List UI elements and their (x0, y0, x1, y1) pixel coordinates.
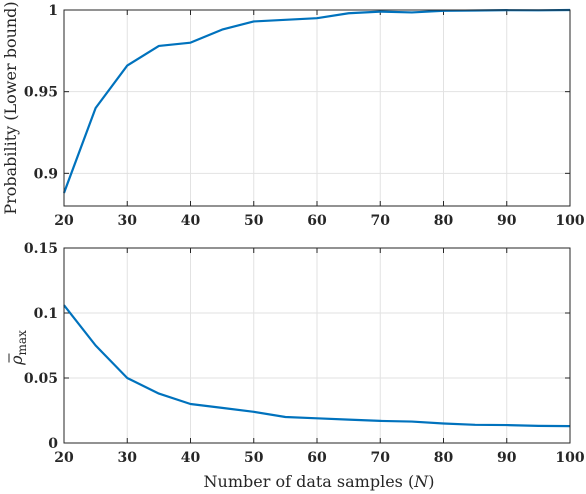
y-tick-label: 0.15 (24, 241, 58, 257)
chart-rho-max-xlabel: Number of data samples (N) (204, 472, 435, 491)
chart-rho-max-ylabel: ρmax (7, 330, 29, 366)
chart-rho-max-tick-labels: 20 30 40 50 60 70 80 90 100 0 0.05 0.1 0.15 (24, 241, 585, 466)
y-tick-label: 0.9 (34, 166, 58, 182)
x-tick-label: 50 (244, 450, 264, 466)
x-tick-label: 60 (307, 213, 327, 229)
chart-probability-ylabel: Probability (Lower bound) (1, 1, 20, 214)
x-tick-label: 80 (434, 450, 454, 466)
xlabel-part-n: N (413, 472, 429, 491)
y-tick-label: 0.1 (34, 306, 58, 322)
y-tick-label: 1 (48, 3, 58, 19)
x-tick-label: 20 (54, 450, 74, 466)
xlabel-part-3: ) (428, 472, 434, 491)
chart-rho-max-axes-box (63, 247, 571, 444)
xlabel-part-1: Number of data samples ( (204, 472, 415, 491)
y-tick-label: 0.05 (24, 371, 58, 387)
x-tick-label: 100 (555, 450, 584, 466)
chart-probability: 20 30 40 50 60 70 80 90 100 0.9 0.95 1 Probability … (1, 1, 585, 229)
x-tick-label: 100 (555, 213, 584, 229)
x-tick-label: 90 (497, 213, 517, 229)
y-tick-label: 0 (48, 436, 58, 452)
svg-text:ρmax: ρmax (7, 330, 29, 366)
x-tick-label: 80 (434, 213, 454, 229)
x-tick-label: 60 (307, 450, 327, 466)
chart-rho-max-series (63, 304, 571, 428)
x-tick-label: 20 (54, 213, 74, 229)
x-tick-label: 90 (497, 450, 517, 466)
chart-probability-tick-labels: 20 30 40 50 60 70 80 90 100 0.9 0.95 1 (24, 3, 585, 229)
x-tick-label: 70 (371, 450, 391, 466)
chart-rho-max: 20 30 40 50 60 70 80 90 100 0 0.05 0.1 0.15 ρmax Num… (7, 241, 585, 491)
x-tick-label: 40 (181, 450, 201, 466)
x-tick-label: 40 (181, 213, 201, 229)
chart-probability-axes-box (63, 9, 571, 207)
x-tick-label: 30 (118, 450, 138, 466)
y-tick-label: 0.95 (24, 85, 58, 101)
x-tick-label: 30 (118, 213, 138, 229)
ylabel-rho: ρ (7, 355, 26, 366)
x-tick-label: 70 (371, 213, 391, 229)
series-line (63, 304, 571, 428)
x-tick-label: 50 (244, 213, 264, 229)
ylabel-max-subscript: max (15, 330, 29, 356)
